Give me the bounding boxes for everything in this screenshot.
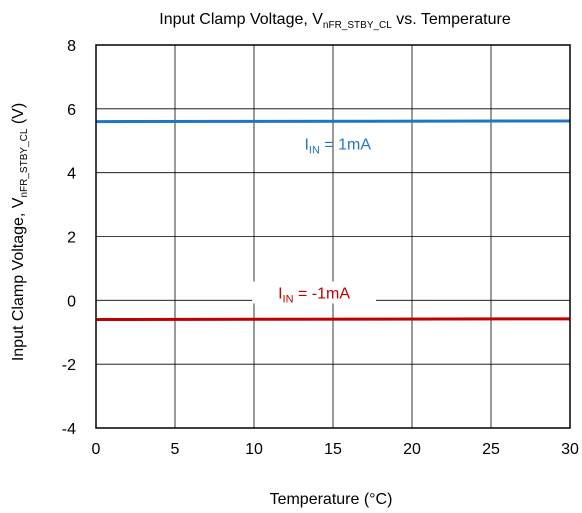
y-axis-label-subscript: nFR_STBY_CL [19,128,30,197]
y-axis-label-suffix: (V) [10,103,27,129]
y-axis-label-main: Input Clamp Voltage, V [10,197,27,361]
series-label: IIN = -1mA [278,285,350,305]
y-tick-label: 6 [67,102,76,119]
plot-frame [95,44,571,429]
x-axis-ticks: 0 5 10 15 20 25 30 [92,441,579,458]
y-tick-label: -2 [62,357,76,374]
x-tick-label: 0 [92,441,101,458]
series-labels: IIN = 1mA IIN = -1mA [252,137,377,305]
series-line [95,119,571,124]
x-tick-label: 15 [324,441,342,458]
grid [96,45,570,428]
y-tick-label: 4 [67,166,76,183]
chart-title: Input Clamp Voltage, VnFR_STBY_CL vs. Te… [159,11,511,31]
y-tick-label: 2 [67,230,76,247]
y-axis-label: Input Clamp Voltage, VnFR_STBY_CL (V) [10,103,30,361]
y-axis-ticks: -4 -2 0 2 4 6 8 [62,38,76,438]
x-tick-label: 5 [171,441,180,458]
x-tick-label: 20 [403,441,421,458]
y-tick-label: -4 [62,421,76,438]
series-layer [95,119,571,321]
y-tick-label: 0 [67,293,76,310]
series-label-background [252,281,377,304]
x-tick-label: 25 [482,441,500,458]
y-tick-label: 8 [67,38,76,55]
x-axis-label: Temperature (°C) [270,491,393,508]
chart-title-main: Input Clamp Voltage, V [159,11,323,28]
x-tick-label: 10 [245,441,263,458]
chart-title-subscript: nFR_STBY_CL [323,20,392,31]
x-tick-label: 30 [561,441,579,458]
chart-title-suffix: vs. Temperature [392,11,511,28]
series-label: IIN = 1mA [304,137,371,157]
series-line [95,317,571,321]
